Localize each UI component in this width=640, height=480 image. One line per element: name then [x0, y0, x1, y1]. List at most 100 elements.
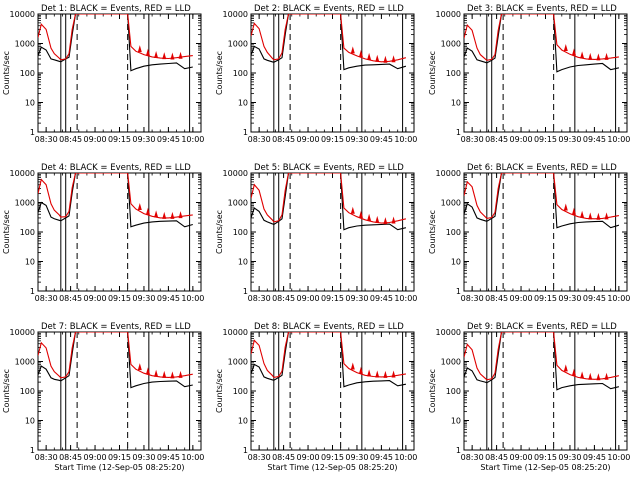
- lld-spike-marker: [375, 215, 380, 223]
- y-tick-label: 10: [25, 417, 35, 426]
- x-tick-label: 10:00: [607, 453, 630, 462]
- lld-spike-marker: [350, 362, 355, 370]
- y-tick-label: 10: [451, 417, 461, 426]
- plot-frame: [250, 13, 415, 133]
- lld-spike-marker: [571, 48, 576, 56]
- y-axis-label: Counts/sec: [2, 369, 11, 413]
- lld-spike-marker: [391, 55, 396, 63]
- lld-spike-marker: [571, 207, 576, 215]
- lld-spike-marker: [358, 210, 363, 218]
- x-tick-label: 09:15: [108, 294, 131, 303]
- x-tick-label: 09:30: [345, 135, 368, 144]
- x-tick-label: 09:00: [84, 294, 107, 303]
- y-tick-label: 1000: [228, 358, 248, 367]
- lld-spike-marker: [604, 372, 609, 380]
- x-tick-label: 10:00: [394, 294, 417, 303]
- plot-frame: [250, 331, 415, 451]
- series-line-events: [251, 173, 407, 231]
- series-line-events: [251, 332, 407, 388]
- x-tick-label: 09:30: [132, 294, 155, 303]
- y-tick-label: 1: [243, 128, 248, 137]
- y-axis-label: Counts/sec: [428, 51, 437, 95]
- lld-spike-marker: [588, 372, 593, 380]
- series-line-events: [464, 14, 620, 73]
- y-tick-label: 10: [25, 258, 35, 267]
- y-tick-label: 100: [446, 387, 461, 396]
- x-tick-label: 08:30: [35, 135, 58, 144]
- detector-panel-4: Det 4: BLACK = Events, RED = LLD 1 10 100 10…: [2, 163, 204, 303]
- y-tick-label: 1: [30, 128, 35, 137]
- lld-spike-marker: [170, 371, 175, 379]
- lld-spike-marker: [604, 212, 609, 220]
- lld-spike-marker: [178, 211, 183, 219]
- lld-spike-marker: [571, 368, 576, 376]
- series-line-events: [464, 173, 620, 229]
- x-tick-label: 08:30: [461, 135, 484, 144]
- detector-panel-7: Det 7: BLACK = Events, RED = LLD 1 10 100 10…: [2, 322, 204, 472]
- lld-spike-marker: [145, 48, 150, 56]
- lld-spike-marker: [137, 363, 142, 371]
- plot-frame: [37, 13, 202, 133]
- x-tick-label: 09:45: [370, 135, 393, 144]
- y-tick-label: 100: [446, 228, 461, 237]
- x-tick-label: 08:30: [248, 453, 271, 462]
- plot-frame: [463, 13, 628, 133]
- x-tick-label: 09:00: [297, 453, 320, 462]
- detector-panel-2: Det 2: BLACK = Events, RED = LLD 1 10 100 10…: [215, 4, 417, 144]
- x-tick-label: 09:15: [321, 135, 344, 144]
- y-tick-label: 1: [243, 287, 248, 296]
- y-tick-label: 1: [30, 287, 35, 296]
- panel-title: Det 2: BLACK = Events, RED = LLD: [254, 4, 404, 14]
- y-axis-label: Counts/sec: [215, 210, 224, 254]
- lld-spike-marker: [145, 367, 150, 375]
- y-tick-label: 10: [238, 258, 248, 267]
- x-axis-label: Start Time (12-Sep-05 08:25:20): [267, 463, 397, 472]
- lld-spike-marker: [154, 210, 159, 218]
- series-line-events: [38, 14, 193, 72]
- x-tick-label: 08:45: [485, 135, 508, 144]
- y-tick-label: 1: [456, 446, 461, 455]
- lld-spike-marker: [391, 370, 396, 378]
- x-tick-label: 08:45: [59, 453, 82, 462]
- x-tick-label: 08:45: [485, 453, 508, 462]
- panel-title: Det 7: BLACK = Events, RED = LLD: [41, 322, 191, 332]
- lld-spike-marker: [170, 211, 175, 219]
- y-tick-label: 1: [243, 446, 248, 455]
- detector-panel-1: Det 1: BLACK = Events, RED = LLD 1 10 100 10…: [2, 4, 204, 144]
- x-tick-label: 08:45: [272, 453, 295, 462]
- panel-title: Det 1: BLACK = Events, RED = LLD: [41, 4, 191, 14]
- lld-spike-marker: [596, 53, 601, 61]
- y-tick-label: 1000: [228, 40, 248, 49]
- lld-spike-marker: [178, 370, 183, 378]
- x-axis-label: Start Time (12-Sep-05 08:25:20): [54, 463, 184, 472]
- x-tick-label: 08:30: [461, 294, 484, 303]
- lld-spike-marker: [367, 213, 372, 221]
- y-tick-label: 100: [20, 228, 35, 237]
- y-tick-label: 10: [238, 99, 248, 108]
- y-tick-label: 1000: [15, 199, 35, 208]
- plot-frame: [463, 172, 628, 292]
- y-tick-label: 1: [30, 446, 35, 455]
- x-tick-label: 09:15: [108, 135, 131, 144]
- x-tick-label: 08:45: [59, 294, 82, 303]
- series-line-events: [38, 173, 193, 228]
- y-tick-label: 100: [446, 69, 461, 78]
- x-tick-label: 09:30: [345, 453, 368, 462]
- y-tick-label: 10: [451, 99, 461, 108]
- lld-spike-marker: [162, 52, 167, 60]
- y-tick-label: 10000: [10, 169, 35, 178]
- lld-spike-marker: [154, 369, 159, 377]
- y-tick-label: 10000: [436, 169, 461, 178]
- y-tick-label: 1000: [441, 358, 461, 367]
- lld-spike-marker: [154, 50, 159, 58]
- x-tick-label: 08:30: [35, 294, 58, 303]
- x-tick-label: 09:00: [510, 135, 533, 144]
- x-tick-label: 10:00: [394, 135, 417, 144]
- x-tick-label: 09:30: [558, 453, 581, 462]
- y-tick-label: 1: [456, 287, 461, 296]
- lld-spike-marker: [367, 52, 372, 60]
- x-tick-label: 09:30: [558, 294, 581, 303]
- panel-title: Det 6: BLACK = Events, RED = LLD: [467, 163, 617, 173]
- y-tick-label: 1: [456, 128, 461, 137]
- detector-panel-9: Det 9: BLACK = Events, RED = LLD 1 10 100 10…: [428, 322, 630, 472]
